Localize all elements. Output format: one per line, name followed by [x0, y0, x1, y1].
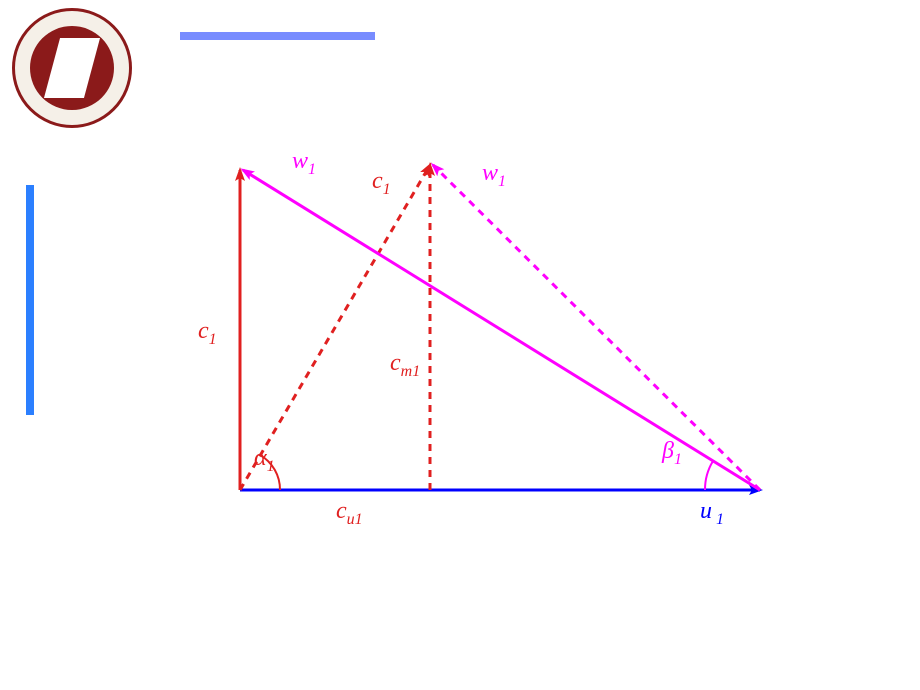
label-cu1: cu1 — [336, 498, 363, 529]
side-decorative-bar — [26, 185, 34, 415]
angle-beta1 — [705, 461, 713, 490]
top-decorative-bar — [180, 32, 375, 40]
label-c1-top: c1 — [372, 168, 391, 199]
label-w1-right: w1 — [482, 160, 506, 191]
velocity-triangle-diagram: w1 c1 w1 c1 cm1 α1 β1 cu1 u1 — [200, 150, 820, 550]
velocity-triangle-svg — [200, 150, 820, 550]
label-beta1: β1 — [662, 438, 682, 469]
vector-w1-dashed — [433, 165, 760, 490]
label-w1-left: w1 — [292, 148, 316, 179]
label-c1-left: c1 — [198, 318, 217, 349]
vector-c1-dashed — [240, 165, 430, 490]
label-cm1: cm1 — [390, 350, 420, 381]
label-alpha1: α1 — [254, 445, 275, 476]
vector-w1-solid — [243, 170, 760, 490]
university-logo — [12, 8, 132, 128]
label-u1: u1 — [700, 498, 724, 529]
